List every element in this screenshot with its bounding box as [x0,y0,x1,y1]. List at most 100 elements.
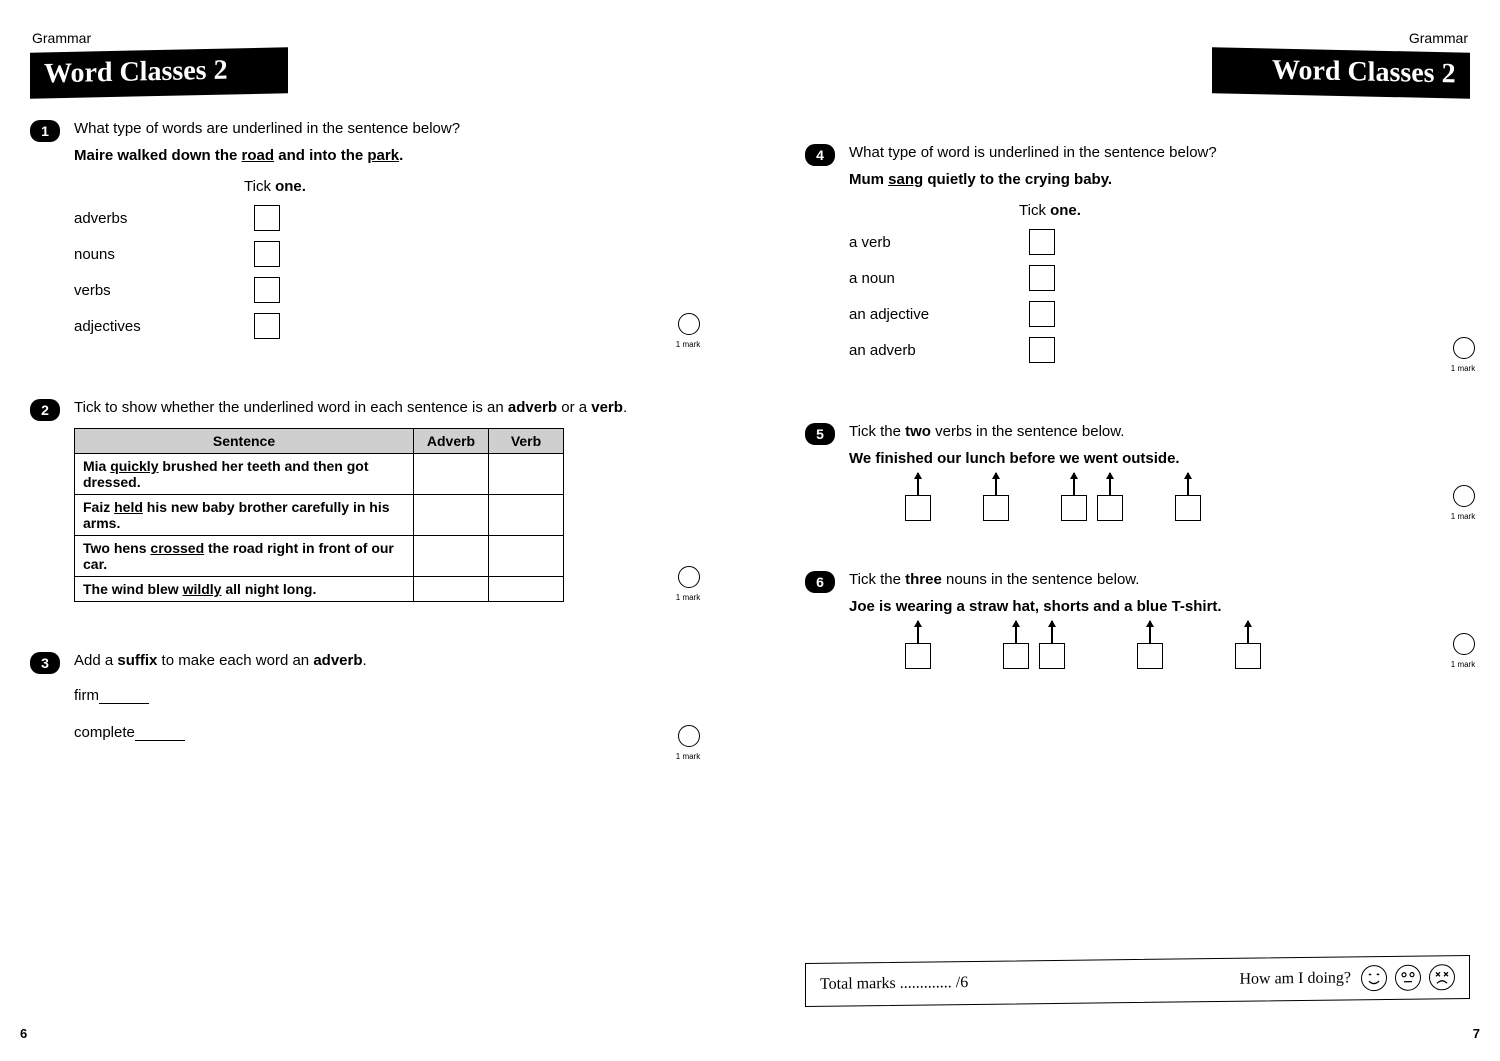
question-number: 5 [805,423,835,445]
arrow-tick-box[interactable] [1174,473,1202,521]
tick-cell[interactable] [414,536,489,577]
tick-box[interactable] [254,205,280,231]
option-row: a verb [849,229,1470,255]
answer-line[interactable] [99,703,149,704]
mark-circle [1453,337,1475,359]
arrow-group [1002,621,1066,669]
page-title: Word Classes 2 [1212,47,1470,98]
tick-box[interactable] [1029,265,1055,291]
page-title: Word Classes 2 [30,47,288,98]
option-label: adverbs [74,210,254,227]
arrow-tick-box[interactable] [1096,473,1124,521]
face-happy-icon[interactable] [1361,965,1387,991]
option-row: verbs [74,277,695,303]
tick-box[interactable] [254,241,280,267]
arrow-tick-box[interactable] [1002,621,1030,669]
tick-box[interactable] [254,313,280,339]
question-sentence: We finished our lunch before we went out… [849,450,1470,467]
suffix-word-row: complete [74,724,695,741]
option-row: an adverb [849,337,1470,363]
table-header: Sentence [75,429,414,454]
arrow-tick-box[interactable] [982,473,1010,521]
page-number: 7 [1473,1026,1480,1041]
option-row: adjectives [74,313,695,339]
question-2: 2 Tick to show whether the underlined wo… [30,399,695,602]
question-stem: Tick the three nouns in the sentence bel… [849,571,1470,588]
question-stem: What type of word is underlined in the s… [849,144,1470,161]
option-label: a noun [849,270,1029,287]
arrow-group [904,473,932,521]
suffix-word-row: firm [74,687,695,704]
option-row: an adjective [849,301,1470,327]
question-stem: Tick the two verbs in the sentence below… [849,423,1470,440]
table-row: Two hens crossed the road right in front… [75,536,564,577]
word-stem: complete [74,724,135,741]
tick-cell[interactable] [489,495,564,536]
arrow-group [1174,473,1202,521]
question-number: 6 [805,571,835,593]
question-sentence: Mum sang quietly to the crying baby. [849,171,1470,188]
how-doing-label: How am I doing? [1239,969,1351,988]
sentence-cell: Two hens crossed the road right in front… [75,536,414,577]
tick-cell[interactable] [414,495,489,536]
question-sentence: Maire walked down the road and into the … [74,147,695,164]
mark-circle [678,725,700,747]
question-number: 4 [805,144,835,166]
mark-label: 1 mark [673,593,703,602]
arrow-group [1060,473,1124,521]
tick-box[interactable] [254,277,280,303]
sentence-cell: The wind blew wildly all night long. [75,577,414,602]
question-number: 1 [30,120,60,142]
tick-box[interactable] [1029,229,1055,255]
mark-circle [1453,485,1475,507]
mark-label: 1 mark [1448,364,1478,373]
arrow-tick-box[interactable] [1060,473,1088,521]
tick-arrow-row [904,473,1470,521]
table-header: Verb [489,429,564,454]
arrow-tick-box[interactable] [904,621,932,669]
option-row: adverbs [74,205,695,231]
mark-label: 1 mark [1448,512,1478,521]
question-stem: Add a suffix to make each word an adverb… [74,652,695,669]
option-row: nouns [74,241,695,267]
tick-arrow-row [904,621,1470,669]
tick-one-label: Tick one. [244,178,695,195]
arrow-tick-box[interactable] [1038,621,1066,669]
face-sad-icon[interactable] [1429,964,1455,990]
arrow-group [1234,621,1262,669]
mark-label: 1 mark [673,752,703,761]
page-number: 6 [20,1026,27,1041]
option-label: a verb [849,234,1029,251]
arrow-group [1136,621,1164,669]
question-sentence: Joe is wearing a straw hat, shorts and a… [849,598,1470,615]
sentence-cell: Mia quickly brushed her teeth and then g… [75,454,414,495]
question-6: 6 Tick the three nouns in the sentence b… [805,571,1470,669]
table-header: Adverb [414,429,489,454]
tick-cell[interactable] [489,536,564,577]
tick-one-label: Tick one. [1019,202,1470,219]
topic-label: Grammar [30,30,695,46]
tick-cell[interactable] [489,454,564,495]
table-row: Faiz held his new baby brother carefully… [75,495,564,536]
question-3: 3 Add a suffix to make each word an adve… [30,652,695,761]
question-4: 4 What type of word is underlined in the… [805,144,1470,373]
question-stem: Tick to show whether the underlined word… [74,399,695,416]
page-spread: Grammar Word Classes 2 1 What type of wo… [0,0,1500,1061]
option-list: adverbs nouns verbs adjectives [74,205,695,339]
tick-cell[interactable] [489,577,564,602]
tick-cell[interactable] [414,454,489,495]
option-label: an adverb [849,342,1029,359]
arrow-tick-box[interactable] [1136,621,1164,669]
question-number: 3 [30,652,60,674]
arrow-tick-box[interactable] [1234,621,1262,669]
page-left: Grammar Word Classes 2 1 What type of wo… [0,0,750,1061]
mark-label: 1 mark [673,340,703,349]
tick-box[interactable] [1029,301,1055,327]
arrow-tick-box[interactable] [904,473,932,521]
tick-cell[interactable] [414,577,489,602]
answer-line[interactable] [135,740,185,741]
page-right: Grammar Word Classes 2 4 What type of wo… [750,0,1500,1061]
tick-box[interactable] [1029,337,1055,363]
sentence-table: Sentence Adverb Verb Mia quickly brushed… [74,428,564,602]
face-neutral-icon[interactable] [1395,965,1421,991]
